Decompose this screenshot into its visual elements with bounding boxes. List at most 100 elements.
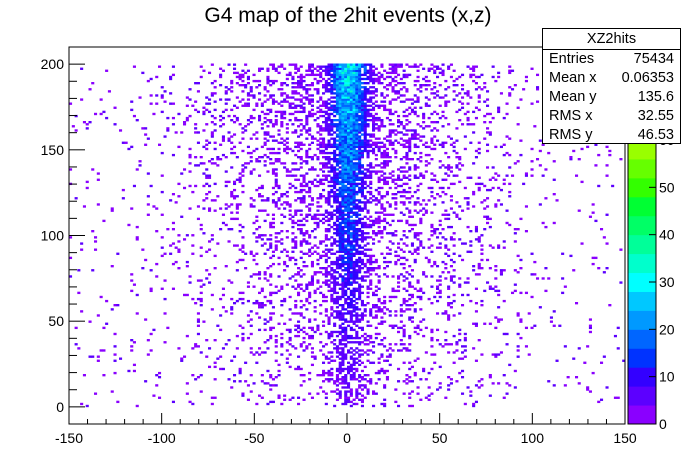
histogram-cell <box>413 112 417 116</box>
histogram-cell <box>208 240 212 243</box>
histogram-cell <box>324 143 328 146</box>
histogram-cell <box>308 143 312 146</box>
histogram-cell <box>405 190 409 194</box>
histogram-cell <box>349 143 353 146</box>
histogram-cell <box>355 131 359 134</box>
histogram-cell <box>388 123 392 126</box>
histogram-cell <box>208 273 212 276</box>
histogram-cell <box>424 396 428 399</box>
histogram-cell <box>374 90 378 93</box>
histogram-cell <box>355 203 359 206</box>
histogram-cell <box>360 77 364 81</box>
histogram-cell <box>505 392 509 395</box>
histogram-cell <box>347 151 351 155</box>
histogram-cell <box>452 299 456 303</box>
histogram-cell <box>310 281 314 284</box>
histogram-cell <box>266 79 270 83</box>
histogram-cell <box>338 318 342 321</box>
histogram-cell <box>486 127 490 130</box>
histogram-cell <box>352 123 356 126</box>
histogram-cell <box>308 98 312 101</box>
histogram-cell <box>488 287 492 290</box>
histogram-cell <box>344 77 348 81</box>
histogram-cell <box>322 170 326 173</box>
histogram-cell <box>355 205 359 208</box>
histogram-cell <box>380 322 384 325</box>
histogram-cell <box>366 156 370 159</box>
histogram-cell <box>447 248 451 251</box>
histogram-cell <box>324 65 328 68</box>
histogram-cell <box>316 90 320 93</box>
histogram-cell <box>347 193 351 196</box>
histogram-cell <box>324 127 328 130</box>
histogram-cell <box>477 386 481 389</box>
histogram-cell <box>88 121 92 124</box>
histogram-cell <box>449 137 453 140</box>
histogram-cell <box>494 277 498 280</box>
histogram-cell <box>285 265 289 268</box>
histogram-cell <box>302 341 306 344</box>
histogram-cell <box>347 158 351 161</box>
histogram-cell <box>366 114 370 118</box>
histogram-cell <box>563 285 567 288</box>
histogram-cell <box>383 96 387 99</box>
histogram-cell <box>324 178 328 181</box>
histogram-cell <box>352 96 356 99</box>
histogram-cell <box>288 343 292 346</box>
histogram-cell <box>363 94 367 97</box>
histogram-cell <box>463 281 467 284</box>
histogram-cell <box>380 92 384 95</box>
histogram-cell <box>408 129 412 132</box>
histogram-cell <box>402 100 406 103</box>
histogram-cell <box>394 92 398 95</box>
histogram-cell <box>74 343 78 346</box>
histogram-cell <box>344 367 348 371</box>
histogram-cell <box>502 299 506 303</box>
histogram-cell <box>352 361 356 364</box>
histogram-cell <box>344 112 348 116</box>
histogram-cell <box>436 312 440 315</box>
histogram-cell <box>405 182 409 186</box>
histogram-cell <box>349 267 353 270</box>
histogram-cell <box>405 98 409 101</box>
histogram-cell <box>441 114 445 118</box>
histogram-cell <box>410 110 414 114</box>
histogram-cell <box>155 230 159 233</box>
histogram-cell <box>233 380 237 383</box>
histogram-cell <box>516 312 520 315</box>
histogram-cell <box>363 308 367 311</box>
histogram-cell <box>319 73 323 77</box>
histogram-cell <box>513 240 517 243</box>
histogram-cell <box>399 94 403 97</box>
histogram-cell <box>383 176 387 179</box>
histogram-cell <box>355 234 359 237</box>
histogram-cell <box>491 166 495 169</box>
histogram-cell <box>335 168 339 171</box>
histogram-cell <box>335 176 339 179</box>
histogram-cell <box>338 341 342 344</box>
histogram-cell <box>338 77 342 81</box>
histogram-cell <box>205 182 209 186</box>
histogram-cell <box>474 273 478 276</box>
histogram-cell <box>338 394 342 397</box>
histogram-cell <box>310 166 314 169</box>
histogram-cell <box>297 110 301 114</box>
histogram-cell <box>424 203 428 206</box>
histogram-cell <box>410 275 414 278</box>
histogram-cell <box>349 374 353 377</box>
histogram-cell <box>369 164 373 167</box>
histogram-cell <box>291 250 295 253</box>
histogram-cell <box>497 108 501 112</box>
histogram-cell <box>416 69 420 72</box>
histogram-cell <box>132 369 136 373</box>
histogram-cell <box>138 160 142 163</box>
histogram-cell <box>352 238 356 241</box>
histogram-cell <box>433 127 437 130</box>
histogram-cell <box>416 100 420 103</box>
histogram-cell <box>333 143 337 146</box>
histogram-cell <box>294 211 298 214</box>
histogram-cell <box>333 390 337 393</box>
histogram-cell <box>330 112 334 116</box>
histogram-cell <box>463 402 467 406</box>
histogram-cell <box>347 336 351 340</box>
